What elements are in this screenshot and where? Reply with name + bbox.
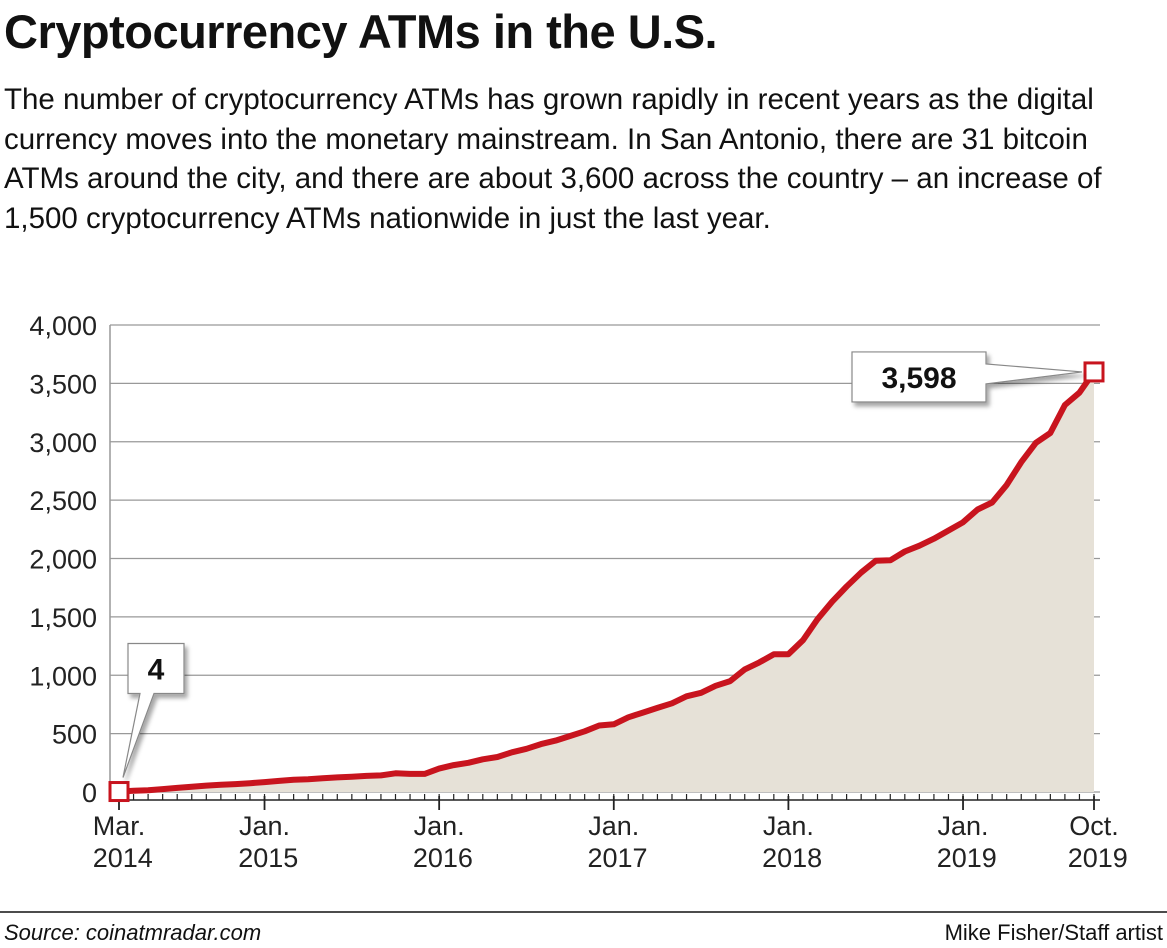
x-tick-label: Jan. 2019 xyxy=(929,811,997,873)
source: Source: coinatmradar.com xyxy=(4,920,261,945)
y-tick-label: 0 xyxy=(82,778,97,808)
line xyxy=(116,368,1097,795)
y-tick-label: 3,500 xyxy=(29,369,97,399)
y-tick-label: 2,500 xyxy=(29,486,97,516)
area xyxy=(119,371,1094,792)
data-label: 3,598 xyxy=(881,362,956,395)
callout-box xyxy=(122,642,185,778)
y-tick-label: 2,000 xyxy=(29,545,97,575)
y-tick-label: 3,000 xyxy=(29,428,97,458)
y-tick-label: 1,000 xyxy=(29,661,97,691)
callout-box xyxy=(851,351,1083,403)
callout xyxy=(851,351,1083,403)
x-tick-label: Oct. 2019 xyxy=(1060,811,1128,873)
credit: Mike Fisher/Staff artist xyxy=(945,920,1163,945)
x-tick-label: Jan. 2016 xyxy=(405,811,473,873)
y-tick-label: 4,000 xyxy=(29,311,97,341)
x-tick-label: Jan. 2017 xyxy=(580,811,648,873)
data-label: 4 xyxy=(148,654,165,687)
callout xyxy=(122,642,185,778)
point-marker xyxy=(1083,361,1105,383)
y-tick-label: 500 xyxy=(52,720,97,750)
point-marker xyxy=(108,781,130,803)
y-tick-label: 1,500 xyxy=(29,603,97,633)
x-tick-label: Jan. 2018 xyxy=(755,811,823,873)
x-tick-label: Mar. 2014 xyxy=(85,811,153,873)
x-tick-label: Jan. 2015 xyxy=(231,811,299,873)
chart-title: Cryptocurrency ATMs in the U.S. xyxy=(4,5,718,58)
chart-subtitle: The number of cryptocurrency ATMs has gr… xyxy=(4,83,1102,235)
